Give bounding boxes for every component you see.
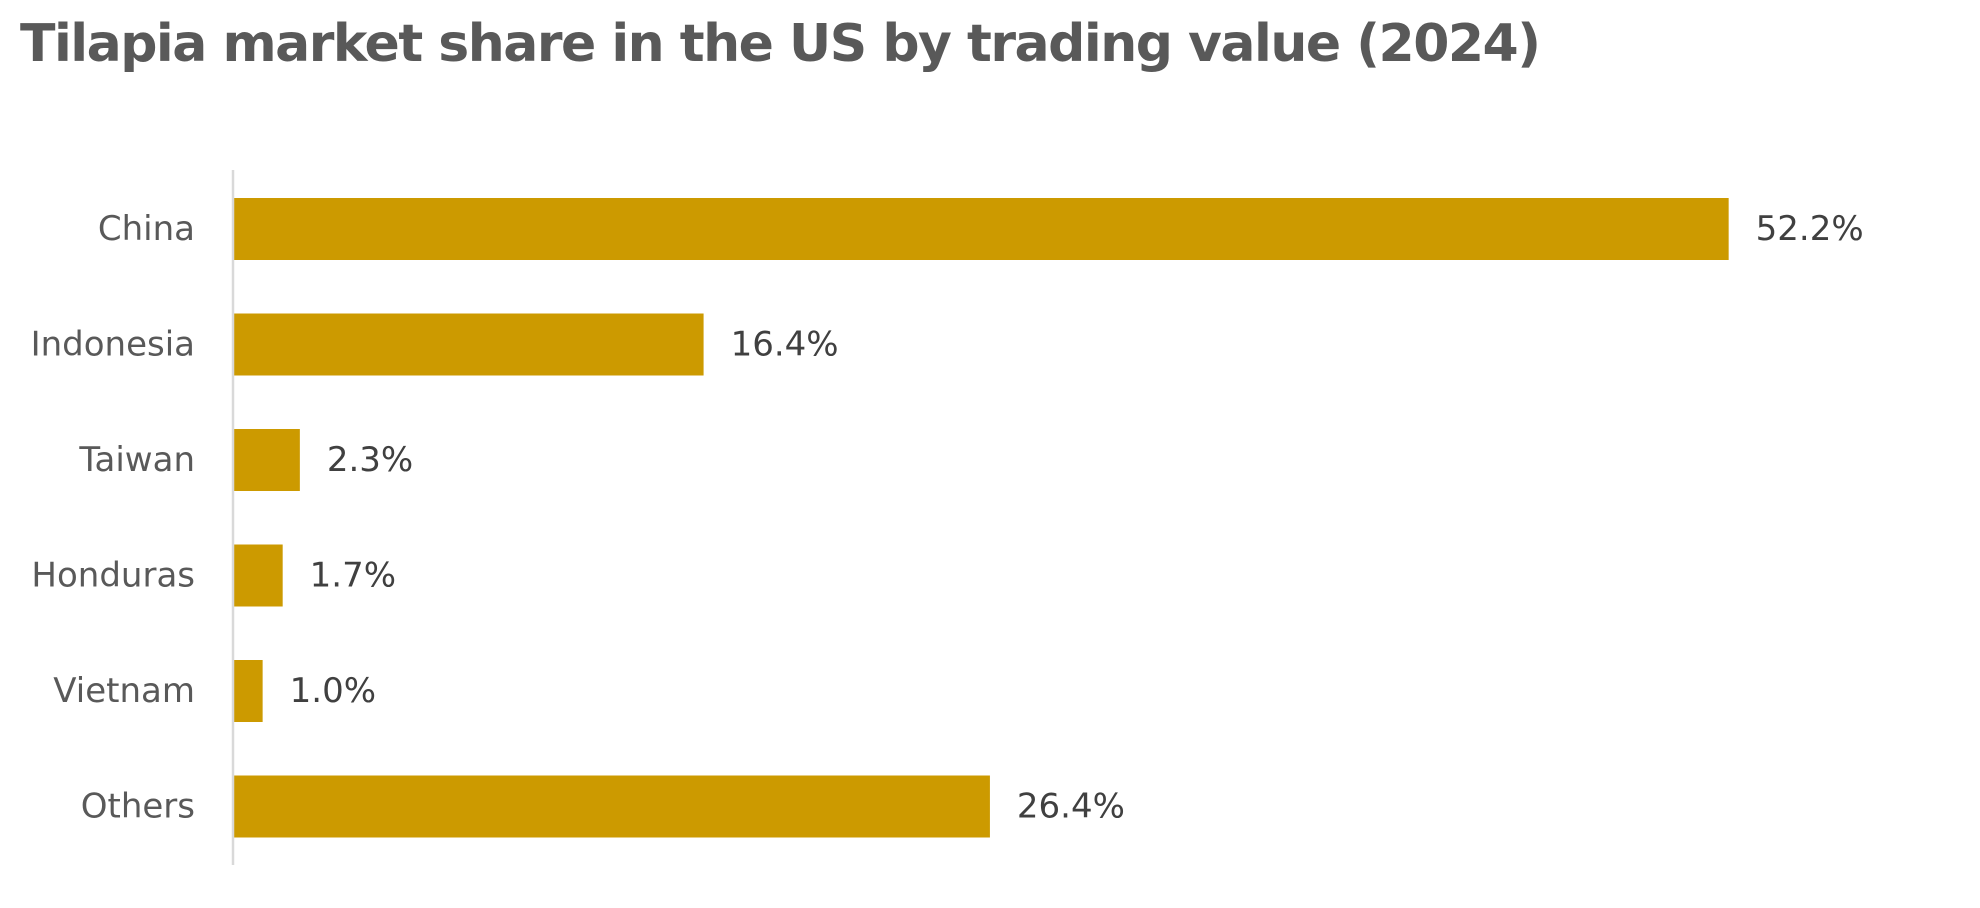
category-label-china: China [98,209,195,249]
bar-taiwan [234,429,300,491]
category-label-honduras: Honduras [31,556,195,596]
category-label-taiwan: Taiwan [78,440,195,480]
category-labels-group: China Indonesia Taiwan Honduras Vietnam Other… [31,209,195,827]
category-label-vietnam: Vietnam [53,671,195,711]
category-label-others: Others [81,787,195,827]
bar-china [234,198,1729,260]
bar-others [234,775,990,838]
value-labels-group: 52.2% 16.4% 2.3% 1.7% 1.0% 26.4% [290,209,1864,827]
bar-honduras [234,544,283,607]
bar-indonesia [234,313,704,376]
value-label-taiwan: 2.3% [327,440,413,480]
value-label-honduras: 1.7% [310,556,396,596]
value-label-china: 52.2% [1756,209,1864,249]
value-label-vietnam: 1.0% [290,671,376,711]
value-label-indonesia: 16.4% [731,325,839,365]
chart-title: Tilapia market share in the US by tradin… [20,14,1541,74]
bars-group [234,198,1729,838]
bar-vietnam [234,660,263,722]
category-label-indonesia: Indonesia [31,325,195,365]
value-label-others: 26.4% [1017,787,1125,827]
